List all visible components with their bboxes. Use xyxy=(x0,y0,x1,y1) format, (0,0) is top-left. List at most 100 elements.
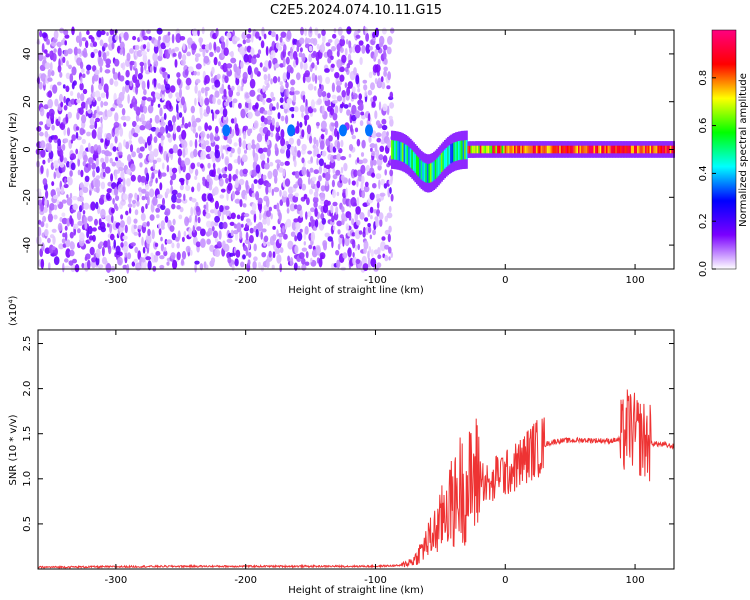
signal-cell xyxy=(601,145,604,154)
noise-cell xyxy=(176,78,181,86)
noise-cell xyxy=(114,112,119,123)
noise-cell xyxy=(153,136,158,144)
noise-cell xyxy=(207,125,212,131)
noise-cell xyxy=(147,104,154,114)
noise-cell xyxy=(360,111,365,116)
noise-cell xyxy=(322,240,328,248)
noise-cell xyxy=(358,230,363,235)
noise-cell xyxy=(362,158,368,164)
noise-cell xyxy=(95,248,101,259)
noise-cell xyxy=(384,244,390,250)
noise-cell xyxy=(345,39,349,45)
noise-cell xyxy=(87,162,92,171)
noise-cell xyxy=(173,124,176,135)
noise-cell xyxy=(179,88,182,98)
noise-cell xyxy=(284,160,290,166)
noise-cell xyxy=(370,215,373,220)
noise-cell xyxy=(336,84,342,93)
noise-cell xyxy=(286,88,289,98)
noise-cell xyxy=(158,47,163,57)
noise-cell xyxy=(94,178,101,189)
noise-cell xyxy=(195,132,199,139)
noise-cell xyxy=(47,237,51,244)
noise-cell xyxy=(250,47,255,57)
noise-cell xyxy=(217,167,221,175)
noise-cell xyxy=(83,216,88,225)
noise-cell xyxy=(254,31,260,39)
noise-cell xyxy=(42,178,48,186)
colorbar-ticks: 0.00.20.40.60.8 xyxy=(698,70,716,277)
noise-cell xyxy=(307,177,311,185)
signal-cell xyxy=(523,145,526,154)
noise-cell xyxy=(76,92,81,99)
noise-cell xyxy=(246,33,252,39)
noise-cell xyxy=(83,202,90,210)
noise-cell xyxy=(234,178,239,189)
signal-cell xyxy=(468,145,471,154)
noise-cell xyxy=(374,64,381,73)
noise-cell xyxy=(122,264,128,270)
noise-cell xyxy=(123,31,129,41)
noise-cell xyxy=(133,224,137,230)
noise-cell xyxy=(44,198,48,207)
signal-cell xyxy=(394,140,397,160)
noise-cell xyxy=(304,118,308,127)
signal-cell xyxy=(623,145,626,154)
noise-cell xyxy=(164,208,171,216)
noise-cell xyxy=(257,203,263,211)
noise-cell xyxy=(276,254,282,264)
signal-cell xyxy=(651,145,654,154)
noise-cell xyxy=(233,247,237,254)
noise-cell xyxy=(36,188,42,193)
noise-cell xyxy=(87,142,91,153)
signal-cell xyxy=(458,141,460,161)
noise-cell xyxy=(209,209,216,214)
signal-cell xyxy=(431,162,434,182)
signal-cell xyxy=(593,145,596,154)
noise-cell xyxy=(266,115,272,120)
noise-cell xyxy=(348,59,353,65)
noise-cell xyxy=(306,124,312,135)
noise-cell xyxy=(244,149,247,154)
noise-cell xyxy=(279,85,285,93)
noise-cell xyxy=(171,242,175,249)
noise-cell xyxy=(348,144,354,151)
noise-cell xyxy=(238,178,245,186)
noise-cell xyxy=(376,137,382,143)
noise-cell xyxy=(287,103,291,113)
noise-cell xyxy=(374,48,378,58)
noise-cell xyxy=(317,98,322,105)
noise-cell xyxy=(194,168,199,177)
noise-cell xyxy=(185,184,191,192)
noise-cell xyxy=(354,127,359,133)
noise-cell xyxy=(300,26,304,36)
noise-cell xyxy=(266,241,271,247)
noise-cell xyxy=(270,213,273,220)
noise-cell xyxy=(309,135,313,144)
noise-cell xyxy=(355,110,361,119)
signal-cell xyxy=(632,145,635,154)
noise-cell xyxy=(342,236,345,247)
noise-cell xyxy=(296,231,303,242)
signal-cell xyxy=(582,145,585,154)
noise-cell xyxy=(370,158,374,168)
noise-cell xyxy=(168,148,174,155)
noise-cell xyxy=(167,123,174,132)
noise-cell xyxy=(87,109,92,114)
noise-cell xyxy=(287,255,290,262)
noise-cell xyxy=(377,164,382,171)
noise-cell xyxy=(142,53,148,64)
noise-cell xyxy=(145,203,148,210)
noise-cell xyxy=(214,135,220,142)
noise-cell xyxy=(327,236,333,242)
noise-cell xyxy=(248,251,252,258)
noise-cell xyxy=(138,231,141,238)
noise-cell xyxy=(100,116,103,124)
noise-cell xyxy=(375,193,380,200)
signal-cell xyxy=(588,145,591,154)
noise-cell xyxy=(115,205,119,211)
noise-cell xyxy=(388,115,393,120)
noise-cell xyxy=(312,50,317,57)
noise-cell xyxy=(145,256,152,261)
noise-cell xyxy=(361,255,367,266)
